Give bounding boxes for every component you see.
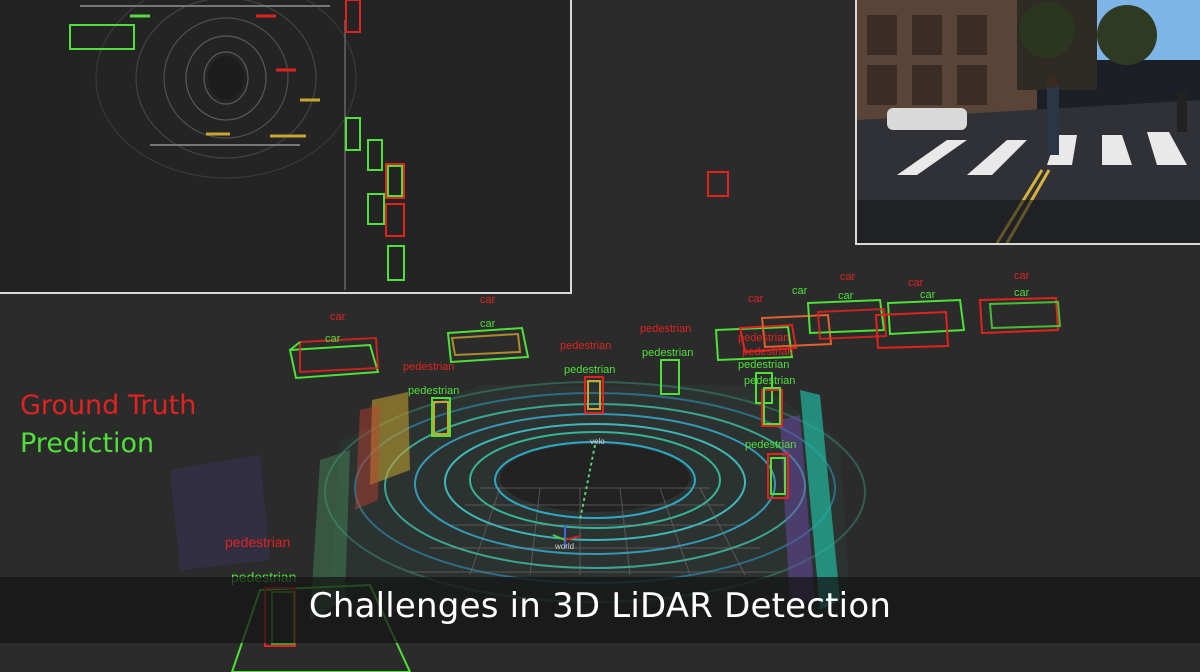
- label-pedestrian: pedestrian: [738, 359, 789, 371]
- caption-bar: [0, 577, 1200, 643]
- label-car: car: [748, 293, 764, 305]
- side-point-clouds: [170, 390, 840, 620]
- car-box-6: [874, 298, 966, 350]
- car-box-1: [288, 336, 380, 380]
- label-car: car: [908, 277, 924, 289]
- label-car: car: [325, 333, 341, 345]
- car-box-7: [978, 296, 1062, 335]
- world-frame-label: world: [554, 542, 574, 551]
- label-car: car: [792, 285, 808, 297]
- label-car: car: [920, 289, 936, 301]
- pedestrian-box-7: [707, 171, 729, 197]
- label-pedestrian: pedestrian: [742, 346, 793, 358]
- pedestrian-box-1: [431, 397, 451, 437]
- label-pedestrian: pedestrian: [403, 361, 454, 373]
- legend-ground-truth: Ground Truth: [20, 390, 197, 421]
- street-camera-image: [857, 0, 1200, 243]
- legend-prediction: Prediction: [20, 428, 155, 459]
- label-car: car: [1014, 270, 1030, 282]
- pedestrian-box-6: [767, 453, 789, 499]
- label-car: car: [330, 311, 346, 323]
- label-car: car: [840, 271, 856, 283]
- video-caption: Challenges in 3D LiDAR Detection: [308, 586, 892, 626]
- label-car: car: [480, 294, 496, 306]
- label-pedestrian: pedestrian: [560, 340, 611, 352]
- label-pedestrian: pedestrian: [408, 385, 459, 397]
- camera-view-inset: [855, 0, 1200, 245]
- label-pedestrian: pedestrian: [642, 347, 693, 359]
- label-pedestrian: pedestrian: [225, 534, 290, 550]
- label-car: car: [1014, 287, 1030, 299]
- car-box-4: [760, 313, 833, 349]
- pedestrian-box-2: [584, 376, 604, 414]
- velo-frame-label: velo: [590, 437, 605, 446]
- pedestrian-box-3: [660, 359, 680, 395]
- birds-eye-point-cloud: [0, 0, 570, 292]
- car-box-2: [446, 326, 530, 364]
- label-pedestrian: pedestrian: [564, 364, 615, 376]
- car-box-5: [806, 298, 888, 341]
- label-pedestrian: pedestrian: [745, 439, 796, 451]
- label-pedestrian: pedestrian: [738, 332, 789, 344]
- label-car: car: [838, 290, 854, 302]
- pedestrian-box-5: [761, 387, 783, 427]
- label-pedestrian: pedestrian: [744, 375, 795, 387]
- label-pedestrian: pedestrian: [640, 323, 691, 335]
- label-car: car: [480, 318, 496, 330]
- birds-eye-view-inset: [0, 0, 572, 294]
